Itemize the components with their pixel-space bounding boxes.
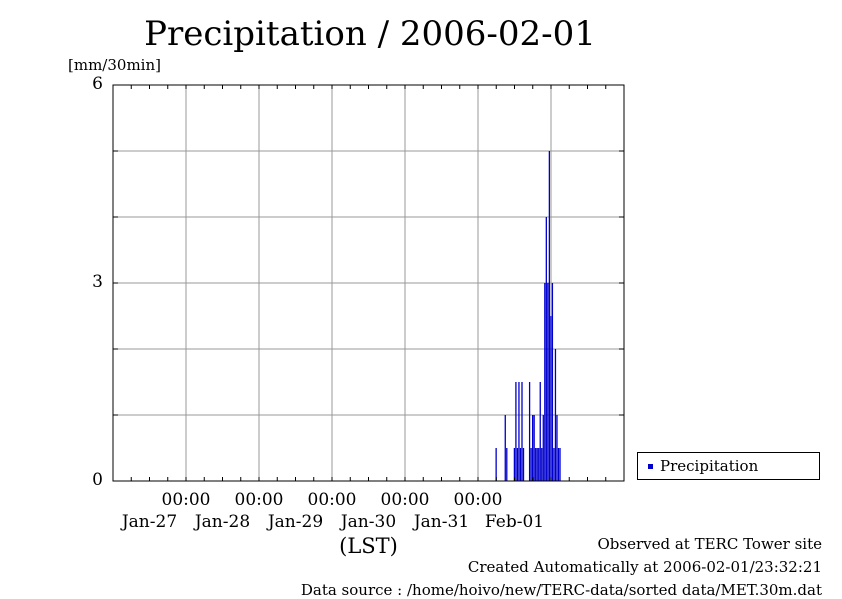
- x-tick-time-label: 00:00: [161, 490, 211, 510]
- precipitation-bar: [533, 415, 535, 481]
- precipitation-bar: [516, 448, 519, 481]
- precipitation-bar: [513, 448, 516, 481]
- y-tick-label: 3: [92, 272, 103, 292]
- precipitation-bar: [538, 448, 540, 481]
- precipitation-bar: [518, 382, 520, 481]
- precipitation-bar: [530, 448, 532, 481]
- x-tick-date-label: Jan-27: [121, 512, 178, 532]
- x-tick-time-label: 00:00: [380, 490, 430, 510]
- precipitation-bar: [506, 448, 508, 481]
- precipitation-bar: [528, 382, 531, 481]
- x-tick-time-label: 00:00: [234, 490, 284, 510]
- precipitation-bar: [521, 382, 523, 481]
- x-tick-date-label: Jan-29: [267, 512, 324, 532]
- precipitation-bar: [550, 316, 552, 481]
- x-tick-time-label: 00:00: [307, 490, 357, 510]
- precipitation-bar: [554, 349, 557, 481]
- precipitation-bar: [541, 448, 543, 481]
- precipitation-bar: [522, 448, 525, 481]
- gridlines: [113, 85, 624, 481]
- x-tick-date-label: Jan-28: [194, 512, 251, 532]
- precipitation-bar: [542, 415, 544, 481]
- precipitation-bar: [531, 415, 534, 481]
- axis-ticks: [112, 84, 625, 482]
- precipitation-bar: [556, 415, 558, 481]
- x-axis-label: (LST): [339, 534, 398, 558]
- x-tick-date-label: Jan-30: [340, 512, 397, 532]
- precipitation-bar: [536, 448, 538, 481]
- footer-observed: Observed at TERC Tower site: [597, 535, 822, 553]
- precipitation-bar: [539, 382, 541, 481]
- precipitation-bar: [548, 151, 551, 481]
- precipitation-bar: [547, 283, 549, 481]
- legend: Precipitation: [637, 452, 820, 480]
- precipitation-bar: [544, 283, 546, 481]
- y-tick-label: 6: [92, 74, 103, 94]
- footer-source: Data source : /home/hoivo/new/TERC-data/…: [300, 581, 822, 599]
- precipitation-bar: [545, 217, 547, 481]
- x-tick-time-label: 00:00: [453, 490, 503, 510]
- footer-created: Created Automatically at 2006-02-01/23:3…: [467, 558, 822, 576]
- precipitation-bar: [504, 415, 506, 481]
- precipitation-bar: [559, 448, 561, 481]
- legend-label: Precipitation: [660, 457, 759, 475]
- precipitation-bar: [519, 448, 522, 481]
- precipitation-bar: [535, 448, 537, 481]
- precipitation-bar: [551, 283, 554, 481]
- legend-swatch: [648, 464, 653, 469]
- y-axis-unit-label: [mm/30min]: [68, 56, 161, 74]
- x-tick-date-label: Feb-01: [484, 512, 545, 532]
- x-tick-date-label: Jan-31: [413, 512, 470, 532]
- precipitation-bar: [553, 448, 555, 481]
- precipitation-bars: [495, 151, 561, 481]
- precipitation-bar: [495, 448, 497, 481]
- precipitation-bar: [515, 382, 517, 481]
- y-tick-label: 0: [92, 470, 103, 490]
- chart-title: Precipitation / 2006-02-01: [144, 14, 596, 54]
- precipitation-bar: [557, 448, 560, 481]
